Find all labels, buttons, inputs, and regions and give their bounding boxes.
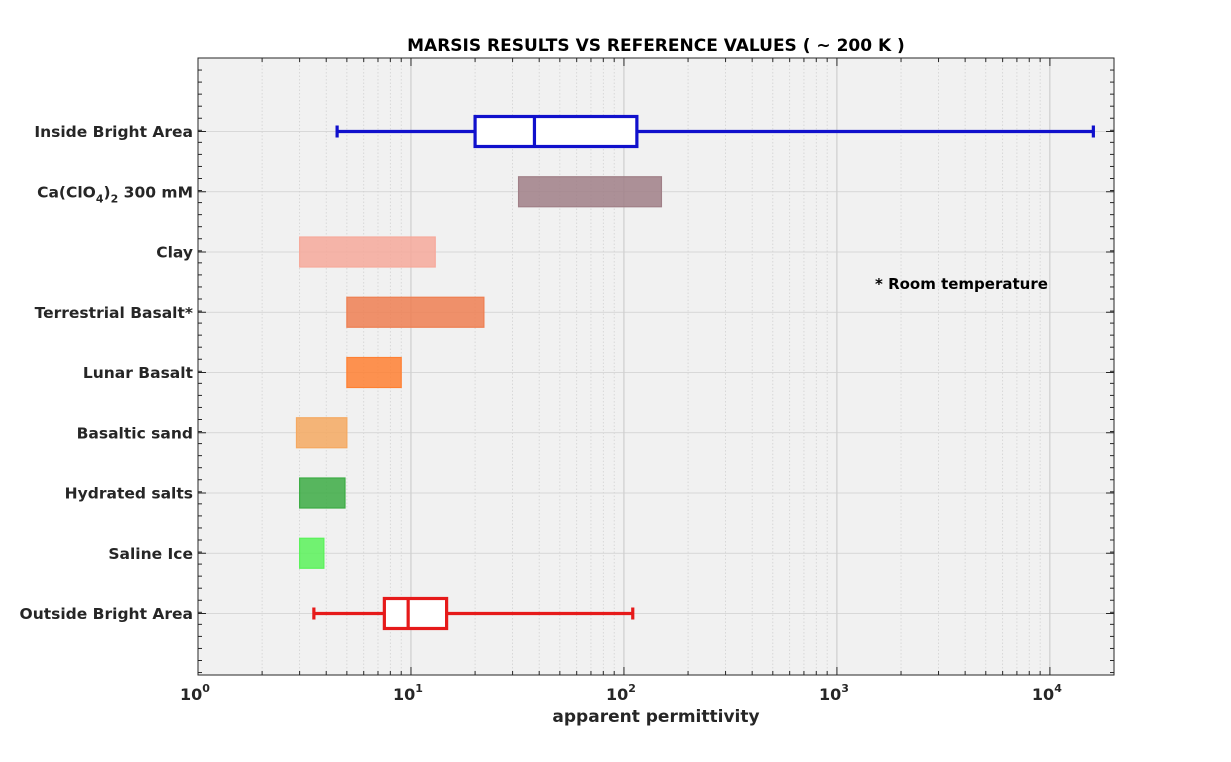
x-tick-label: 100 <box>180 682 210 704</box>
category-label: Clay <box>156 244 193 262</box>
range-bar <box>517 176 663 208</box>
bars-layer <box>295 114 1095 631</box>
range-bar <box>299 236 436 268</box>
category-label: Lunar Basalt <box>83 364 194 382</box>
room-temperature-note: * Room temperature <box>875 275 1048 293</box>
category-label: Basaltic sand <box>77 424 193 442</box>
category-label: Hydrated salts <box>65 485 193 503</box>
range-bar <box>346 356 402 389</box>
box-iqr <box>382 596 449 631</box>
range-bar <box>295 417 348 449</box>
category-label: Ca(ClO4)2 300 mM <box>37 183 193 205</box>
category-label: Outside Bright Area <box>20 605 193 623</box>
range-bar <box>299 537 325 569</box>
x-tick-label: 104 <box>1032 682 1062 704</box>
x-axis-label: apparent permittivity <box>552 707 759 727</box>
x-tick-label: 102 <box>606 682 636 704</box>
x-tick-label: 101 <box>393 682 423 704</box>
ticks-layer <box>197 58 1115 675</box>
category-label: Inside Bright Area <box>34 123 193 141</box>
labels-layer: 100 101 102 103 104 Inside Bright Area Ca(ClO4… <box>20 123 1063 704</box>
category-label: Saline Ice <box>108 545 193 563</box>
x-tick-label: 103 <box>819 682 849 704</box>
plot-frame <box>197 57 1115 676</box>
plot-background <box>198 58 1114 675</box>
box-iqr <box>473 114 639 149</box>
chart-title: MARSIS RESULTS VS REFERENCE VALUES ( ~ 2… <box>407 36 905 56</box>
range-bar <box>299 477 346 509</box>
grid-layer <box>197 58 1115 675</box>
range-bar <box>346 296 485 328</box>
category-label: Terrestrial Basalt* <box>35 304 193 322</box>
